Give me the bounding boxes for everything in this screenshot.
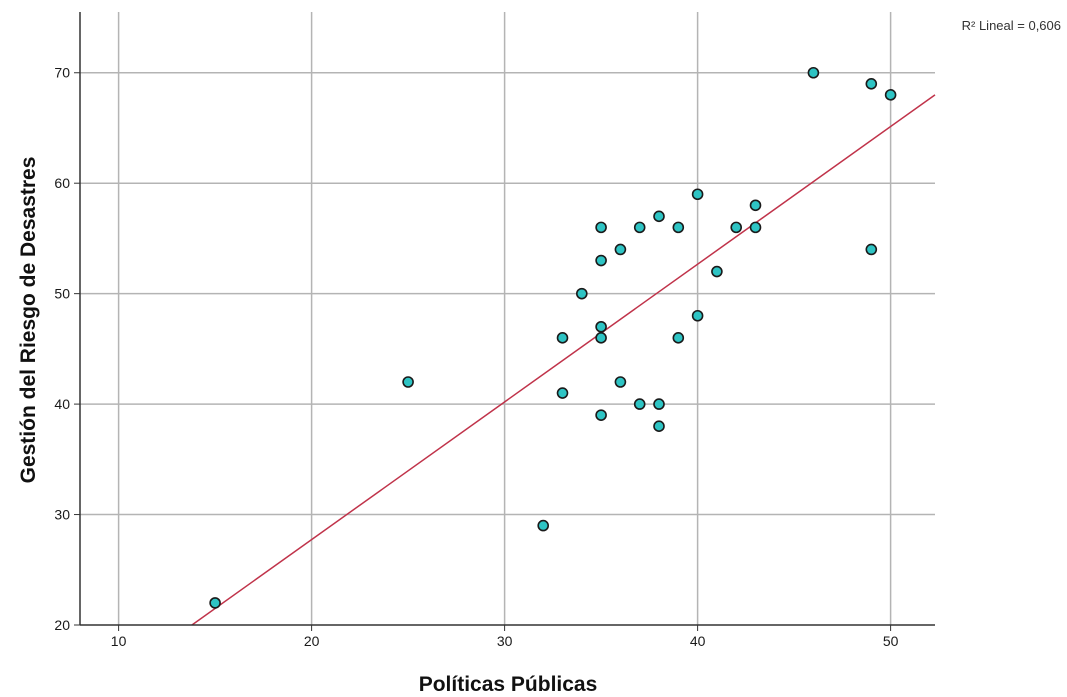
x-tick-label: 30 (497, 633, 513, 649)
y-tick-label: 30 (54, 507, 70, 523)
data-point (556, 387, 569, 399)
data-point (749, 199, 762, 212)
data-point (209, 597, 221, 609)
y-tick-label: 50 (54, 286, 70, 302)
y-tick-label: 60 (54, 175, 70, 191)
data-point (653, 398, 665, 410)
data-point (865, 77, 878, 90)
data-point (730, 221, 743, 234)
axes (74, 12, 935, 631)
data-point (672, 332, 685, 344)
y-tick-label: 70 (54, 65, 70, 81)
data-point (865, 243, 878, 256)
data-point (595, 254, 607, 267)
data-point (807, 66, 820, 79)
fit-line-layer (191, 94, 936, 626)
data-point (633, 221, 646, 234)
data-point (595, 409, 607, 421)
y-tick-label: 20 (54, 617, 70, 633)
data-point (576, 287, 588, 300)
data-point (402, 376, 414, 388)
data-point (595, 221, 607, 234)
data-point (653, 420, 665, 432)
grid-lines (80, 12, 935, 625)
x-tick-label: 40 (690, 633, 706, 649)
data-point (633, 398, 646, 410)
data-point (595, 332, 607, 344)
data-points (209, 66, 897, 609)
data-point (691, 188, 704, 201)
tick-labels: 10 20 30 40 50 20 30 40 50 60 70 (54, 65, 898, 649)
x-axis-title: Políticas Públicas (419, 673, 598, 696)
x-tick-label: 20 (304, 633, 320, 649)
data-point (884, 89, 897, 101)
y-tick-label: 40 (54, 396, 70, 412)
data-point (672, 221, 685, 234)
data-point (749, 221, 762, 234)
data-point (691, 309, 704, 322)
x-tick-label: 10 (111, 633, 127, 649)
data-point (653, 210, 665, 223)
data-point (556, 332, 569, 344)
r-squared-label: R² Lineal = 0,606 (962, 18, 1061, 33)
x-tick-label: 50 (883, 633, 899, 649)
data-point (537, 519, 550, 532)
fit-line (191, 94, 936, 626)
data-point (711, 265, 723, 278)
data-point (614, 376, 627, 388)
y-axis-title: Gestión del Riesgo de Desastres (17, 157, 40, 484)
data-point (595, 320, 607, 333)
data-point (614, 243, 627, 256)
